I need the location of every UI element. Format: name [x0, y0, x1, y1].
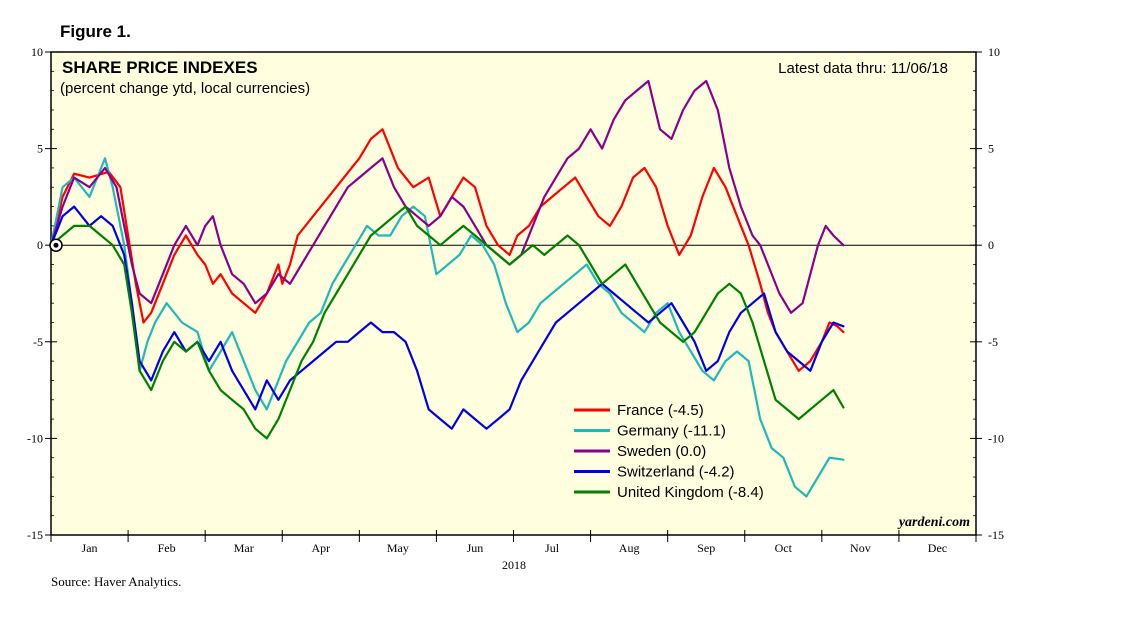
- source-note: Source: Haver Analytics.: [51, 574, 182, 589]
- chart-title: SHARE PRICE INDEXES: [62, 58, 258, 77]
- start-marker: [49, 238, 63, 252]
- x-tick-label: Jun: [467, 541, 484, 555]
- chart-subtitle: (percent change ytd, local currencies): [60, 80, 310, 97]
- legend-label: Sweden (0.0): [617, 443, 706, 460]
- y-tick-label-left: -15: [27, 528, 43, 542]
- y-tick-label-right: -15: [988, 528, 1004, 542]
- legend: France (-4.5) Germany (-11.1) Sweden (0.0)…: [574, 402, 764, 501]
- x-tick-label: Nov: [850, 541, 871, 555]
- series-line: [49, 205, 845, 430]
- x-tick-label: Jan: [82, 541, 98, 555]
- y-tick-label-left: 10: [31, 45, 43, 59]
- y-tick-label-right: 10: [988, 45, 1000, 59]
- y-tick-label-left: -10: [27, 431, 43, 445]
- series-line: [49, 157, 845, 498]
- plot-area: [50, 51, 977, 536]
- legend-label: France (-4.5): [617, 402, 704, 419]
- figure-label: Figure 1.: [60, 22, 131, 41]
- watermark: yardeni.com: [897, 515, 970, 530]
- y-tick-label-left: -5: [33, 335, 43, 349]
- legend-label: United Kingdom (-8.4): [617, 484, 764, 501]
- legend-label: Germany (-11.1): [617, 423, 726, 440]
- x-tick-label: Apr: [311, 541, 330, 555]
- x-tick-label: Sep: [697, 541, 715, 555]
- latest-data-note: Latest data thru: 11/06/18: [778, 60, 948, 77]
- series-line: [49, 205, 845, 440]
- x-tick-label: Feb: [158, 541, 176, 555]
- x-tick-label: Mar: [234, 541, 254, 555]
- legend-label: Switzerland (-4.2): [617, 464, 735, 481]
- y-tick-label-right: -10: [988, 431, 1004, 445]
- x-tick-label: Dec: [928, 541, 947, 555]
- series-line: [49, 79, 845, 314]
- start-marker-dot: [53, 242, 59, 248]
- y-tick-label-right: -5: [988, 335, 998, 349]
- y-tick-label-left: 0: [37, 238, 43, 252]
- series-line: [49, 128, 845, 372]
- series-lines: [49, 79, 845, 498]
- chart: -15 -15 -10 -10 -5 -5 0 0 5 5 10 10 Jan Feb Mar Apr May J…: [27, 45, 1004, 572]
- x-tick-label: May: [387, 541, 409, 555]
- x-axis-year-label: 2018: [502, 558, 526, 572]
- y-tick-label-left: 5: [37, 142, 43, 156]
- y-tick-label-right: 5: [988, 142, 994, 156]
- x-tick-label: Aug: [619, 541, 640, 555]
- y-tick-label-right: 0: [988, 238, 994, 252]
- x-tick-label: Oct: [775, 541, 793, 555]
- x-tick-label: Jul: [545, 541, 560, 555]
